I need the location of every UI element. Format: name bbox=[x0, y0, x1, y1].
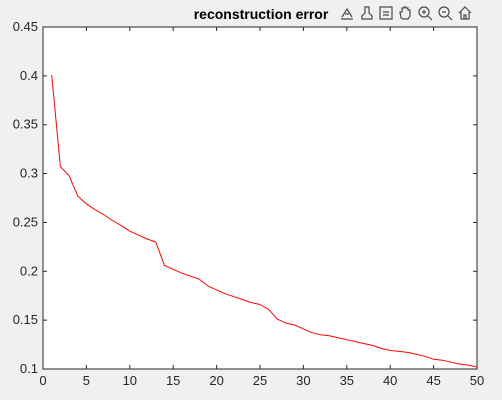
x-tick-label: 5 bbox=[83, 373, 90, 388]
series-line bbox=[51, 74, 478, 368]
x-tick-label: 20 bbox=[209, 373, 223, 388]
x-tick-label: 30 bbox=[296, 373, 310, 388]
x-tick-label: 15 bbox=[166, 373, 180, 388]
plot-area bbox=[42, 26, 478, 370]
axes-toolbar bbox=[341, 6, 472, 21]
zoom-out-icon[interactable] bbox=[438, 6, 453, 21]
series-layer bbox=[51, 74, 478, 368]
y-tick-label: 0.15 bbox=[13, 312, 38, 327]
y-tick-label: 0.35 bbox=[13, 117, 38, 132]
x-axis: 0 5 10 15 20 25 30 35 40 45 50 bbox=[39, 27, 484, 388]
y-tick-label: 0.25 bbox=[13, 214, 38, 229]
home-icon[interactable] bbox=[458, 6, 472, 20]
x-tick-label: 25 bbox=[253, 373, 267, 388]
y-tick-label: 0.45 bbox=[13, 19, 38, 34]
linked-plot-icon[interactable] bbox=[379, 6, 393, 20]
y-tick-label: 0.4 bbox=[20, 68, 38, 83]
y-tick-label: 0.2 bbox=[20, 263, 38, 278]
x-tick-label: 0 bbox=[39, 373, 46, 388]
pan-hand-icon[interactable] bbox=[399, 6, 411, 20]
data-tips-icon[interactable] bbox=[341, 7, 353, 20]
y-tick-label: 0.1 bbox=[20, 361, 38, 376]
brush-icon[interactable] bbox=[361, 6, 373, 20]
zoom-in-icon[interactable] bbox=[418, 6, 433, 21]
x-tick-label: 45 bbox=[426, 373, 440, 388]
y-axis: 0.1 0.15 0.2 0.25 0.3 0.35 0.4 0.45 bbox=[13, 19, 477, 376]
x-tick-label: 40 bbox=[383, 373, 397, 388]
y-tick-label: 0.3 bbox=[20, 166, 38, 181]
x-tick-label: 50 bbox=[470, 373, 484, 388]
chart-title: reconstruction error bbox=[194, 6, 329, 22]
x-tick-label: 35 bbox=[340, 373, 354, 388]
x-tick-label: 10 bbox=[123, 373, 137, 388]
